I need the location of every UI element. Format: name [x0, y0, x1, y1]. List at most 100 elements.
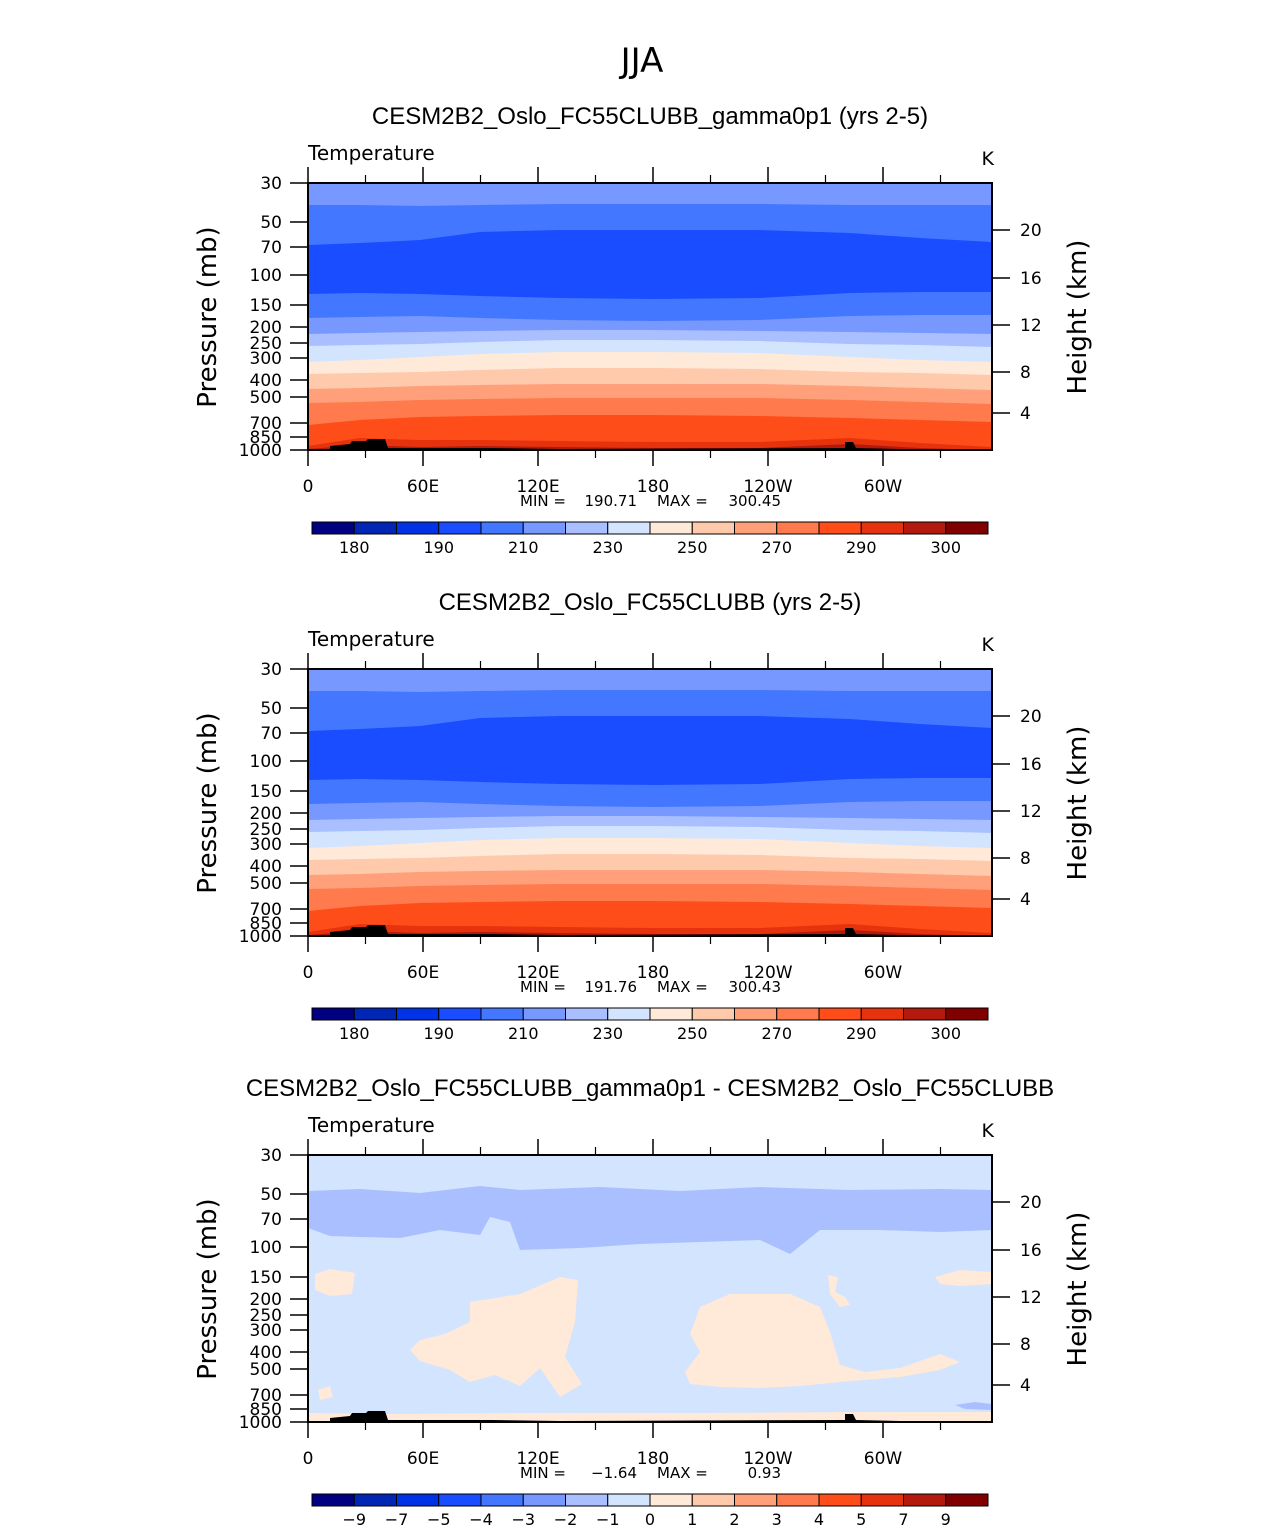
pressure-tick-label: 700: [250, 414, 282, 434]
colorbar-label: 290: [846, 1024, 877, 1043]
pressure-tick-label: 300: [250, 1321, 282, 1341]
colorbar-swatch: [691, 521, 735, 535]
colorbar-swatch: [860, 521, 904, 535]
height-tick-label: 16: [1020, 269, 1042, 289]
pressure-tick-label: 150: [250, 296, 282, 316]
colorbar-label: 250: [677, 1024, 708, 1043]
colorbar-swatch: [396, 1007, 440, 1021]
colorbar-swatch: [438, 1493, 482, 1507]
colorbar-swatch: [776, 1007, 820, 1021]
x-tick-label: 180: [637, 963, 669, 983]
colorbar-swatch: [396, 1493, 440, 1507]
x-tick-label: 0: [303, 963, 314, 983]
colorbar-swatch: [776, 521, 820, 535]
colorbar-label: 7: [898, 1510, 908, 1529]
colorbar-swatch: [522, 1493, 566, 1507]
stats-max-label: MAX =: [657, 1464, 708, 1482]
colorbar-label: 2: [729, 1510, 739, 1529]
x-tick-label: 60W: [864, 1449, 903, 1469]
field-positive-patch-3: [685, 1294, 960, 1388]
pressure-tick-label: 150: [250, 1268, 282, 1288]
x-tick-label: 120E: [516, 477, 559, 497]
colorbar-swatch: [945, 1493, 989, 1507]
x-tick-label: 120W: [743, 477, 792, 497]
topography: [330, 439, 900, 450]
colorbar-label: −9: [342, 1510, 366, 1529]
colorbar-swatch: [903, 1493, 947, 1507]
height-tick-label: 4: [1020, 890, 1031, 910]
plot-frame: [307, 182, 993, 451]
colorbar-swatch: [945, 1007, 989, 1021]
pressure-tick-label: 1000: [239, 441, 282, 461]
colorbar-label: 5: [856, 1510, 866, 1529]
height-tick-label: 12: [1020, 1288, 1042, 1308]
pressure-tick-label: 850: [250, 428, 282, 448]
stats-max-value: 300.43: [729, 978, 782, 996]
pressure-tick-label: 250: [250, 1306, 282, 1326]
colorbar-label: −7: [385, 1510, 409, 1529]
colorbar-swatch: [649, 1007, 693, 1021]
colorbar-swatch: [903, 521, 947, 535]
colorbar-swatch: [607, 1493, 651, 1507]
stats-max-value: 0.93: [748, 1464, 781, 1482]
panel-title: CESM2B2_Oslo_FC55CLUBB_gamma0p1 - CESM2B…: [246, 1075, 1054, 1102]
colorbar-swatch: [818, 521, 862, 535]
colorbar-label: −5: [427, 1510, 451, 1529]
pressure-tick-label: 850: [250, 1400, 282, 1420]
x-tick-label: 120E: [516, 963, 559, 983]
colorbar-swatch: [818, 1493, 862, 1507]
colorbar-label: 210: [508, 538, 539, 557]
x-tick-label: 60W: [864, 477, 903, 497]
colorbar-label: 290: [846, 538, 877, 557]
colorbar-label: 270: [761, 1024, 792, 1043]
field-positive-patch-2: [410, 1277, 582, 1397]
colorbar-swatch: [776, 1493, 820, 1507]
y2-axis-label: Height (km): [1063, 726, 1093, 881]
colorbar-label: −2: [554, 1510, 578, 1529]
units-label: K: [982, 634, 995, 656]
pressure-tick-label: 300: [250, 835, 282, 855]
height-tick-label: 4: [1020, 1376, 1031, 1396]
stats-min-label: MIN =: [520, 492, 566, 510]
x-tick-label: 180: [637, 1449, 669, 1469]
stats-min-value: 190.71: [585, 492, 638, 510]
panel-middle: CESM2B2_Oslo_FC55CLUBB (yrs 2-5)Temperat…: [193, 589, 1093, 1043]
colorbar-swatch: [649, 1493, 693, 1507]
colorbar-swatch: [353, 521, 397, 535]
stats-max-label: MAX =: [657, 492, 708, 510]
variable-label: Temperature: [307, 141, 435, 165]
colorbar-label: 210: [508, 1024, 539, 1043]
pressure-tick-label: 400: [250, 371, 282, 391]
colorbar-label: 4: [814, 1510, 824, 1529]
colorbar-label: 3: [772, 1510, 782, 1529]
pressure-tick-label: 200: [250, 1290, 282, 1310]
plot-frame: [307, 1154, 993, 1423]
colorbar-swatch: [396, 521, 440, 535]
pressure-tick-label: 50: [260, 213, 282, 233]
pressure-tick-label: 200: [250, 804, 282, 824]
pressure-tick-label: 30: [260, 660, 282, 680]
pressure-tick-label: 100: [250, 752, 282, 772]
height-tick-label: 8: [1020, 363, 1031, 383]
height-tick-label: 12: [1020, 802, 1042, 822]
field-positive-patch-4: [935, 1270, 992, 1286]
colorbar-label: 230: [592, 1024, 623, 1043]
pressure-tick-label: 30: [260, 174, 282, 194]
y-axis-label: Pressure (mb): [193, 712, 223, 893]
colorbar-swatch: [522, 1007, 566, 1021]
colorbar-swatch: [311, 1007, 355, 1021]
pressure-tick-label: 850: [250, 914, 282, 934]
x-tick-label: 60E: [407, 963, 439, 983]
pressure-tick-label: 300: [250, 349, 282, 369]
colorbar-swatch: [691, 1493, 735, 1507]
height-tick-label: 12: [1020, 316, 1042, 336]
colorbar-swatch: [607, 521, 651, 535]
pressure-tick-label: 50: [260, 1185, 282, 1205]
colorbar-label: −1: [596, 1510, 620, 1529]
page-title: JJA: [619, 41, 664, 81]
colorbar-swatch: [438, 521, 482, 535]
units-label: K: [982, 148, 995, 170]
colorbar-swatch: [353, 1007, 397, 1021]
colorbar-label: 190: [423, 1024, 454, 1043]
colorbar-swatch: [649, 521, 693, 535]
